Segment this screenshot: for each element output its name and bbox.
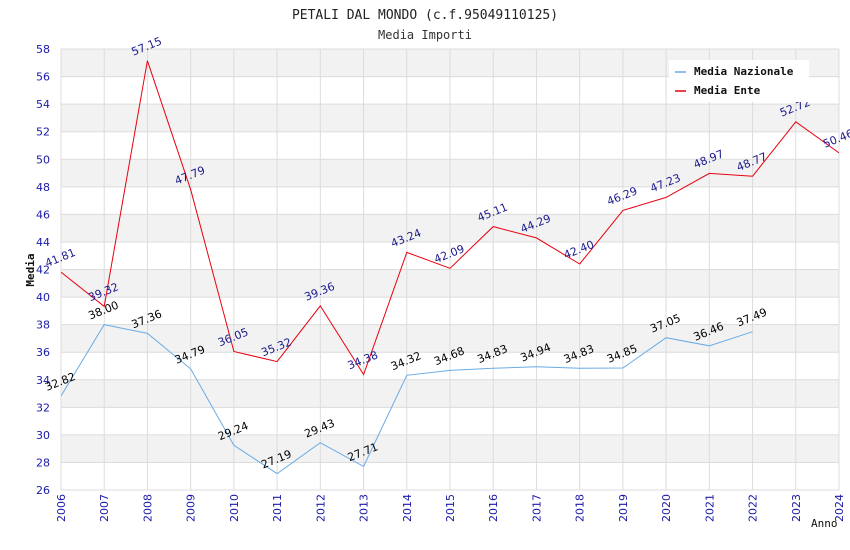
y-tick-label: 44 [36, 236, 50, 249]
y-tick-label: 32 [36, 401, 50, 414]
x-tick-label: 2015 [444, 494, 457, 522]
chart-subtitle: Media Importi [378, 28, 472, 42]
y-tick-label: 28 [36, 456, 50, 469]
y-tick-label: 58 [36, 43, 50, 56]
legend-label-media-ente: Media Ente [694, 84, 761, 97]
x-tick-label: 2018 [574, 494, 587, 522]
x-tick-label: 2010 [228, 494, 241, 522]
y-tick-label: 46 [36, 208, 50, 221]
x-tick-label: 2007 [98, 494, 111, 522]
x-tick-label: 2022 [747, 494, 760, 522]
x-tick-label: 2016 [487, 494, 500, 522]
x-axis-ticks: 2006 2007 2008 2009 2010 2011 2012 2013 2014 2015… [55, 494, 846, 522]
y-tick-label: 56 [36, 71, 50, 84]
x-tick-label: 2008 [141, 494, 154, 522]
series-line-media-ente [61, 60, 840, 376]
x-tick-label: 2011 [271, 494, 284, 522]
y-tick-label: 40 [36, 291, 50, 304]
data-label: 42.09 [432, 242, 466, 266]
x-axis-label: Anno [811, 517, 838, 530]
x-tick-label: 2023 [790, 494, 803, 522]
y-tick-label: 54 [36, 98, 50, 111]
y-tick-label: 38 [36, 319, 50, 332]
data-label: 34.32 [389, 349, 423, 373]
y-axis-label: Media [24, 253, 37, 286]
legend-box [669, 60, 809, 102]
chart-title: PETALI DAL MONDO (c.f.95049110125) [292, 8, 558, 23]
data-label: 46.29 [605, 184, 639, 208]
x-tick-label: 2020 [660, 494, 673, 522]
gridlines [60, 48, 840, 491]
x-tick-label: 2012 [314, 494, 327, 522]
y-tick-label: 52 [36, 126, 50, 139]
y-axis-ticks: 26 28 30 32 34 36 38 40 42 44 46 48 50 52 54 56 58 [36, 43, 50, 497]
x-tick-label: 2019 [617, 494, 630, 522]
y-tick-label: 34 [36, 374, 50, 387]
x-tick-label: 2021 [703, 494, 716, 522]
y-tick-label: 50 [36, 153, 50, 166]
y-tick-label: 36 [36, 346, 50, 359]
series-lines [61, 60, 840, 475]
x-tick-label: 2017 [530, 494, 543, 522]
x-tick-label: 2014 [401, 494, 414, 522]
y-tick-label: 42 [36, 264, 50, 277]
x-tick-label: 2009 [185, 494, 198, 522]
y-tick-label: 26 [36, 484, 50, 497]
x-tick-label: 2013 [358, 494, 371, 522]
y-tick-label: 30 [36, 429, 50, 442]
legend-label-media-nazionale: Media Nazionale [694, 65, 794, 78]
x-tick-label: 2006 [55, 494, 68, 522]
x-tick-label: 2024 [833, 494, 846, 522]
legend: Media Nazionale Media Ente [669, 60, 809, 102]
y-tick-label: 48 [36, 181, 50, 194]
series-line-media-nazionale [61, 324, 753, 475]
